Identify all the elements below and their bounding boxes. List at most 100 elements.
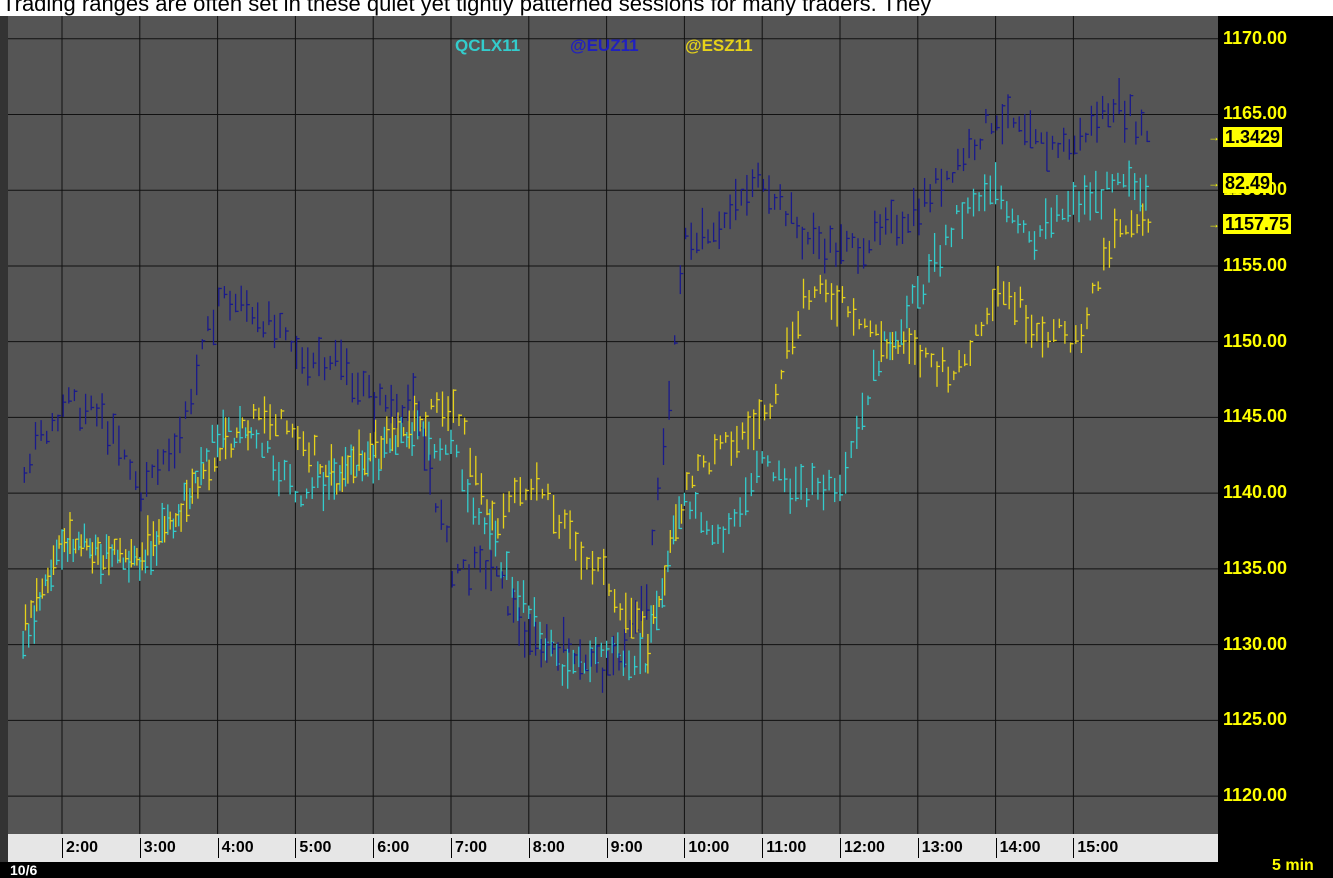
ohlc-bar [580,541,585,580]
x-axis-panel [8,834,1218,862]
ohlc-bar [879,214,884,246]
ohlc-bar [757,162,762,188]
ohlc-bar [107,421,111,455]
y-tick-label: 1125.00 [1223,709,1288,730]
ohlc-bar [1079,117,1084,151]
ohlc-bar [467,479,471,513]
ohlc-bar [1083,175,1088,215]
ohlc-bar [1075,325,1079,344]
ohlc-bar [479,545,484,573]
ohlc-bar [561,664,566,686]
ohlc-bar [374,419,379,458]
ohlc-bar [230,443,235,458]
ohlc-bar [567,648,571,689]
ohlc-bar [939,245,944,277]
ohlc-bar [419,416,424,432]
ohlc-bar [530,478,535,501]
ohlc-bar [725,431,729,443]
top-banner: Trading ranges are often set in these qu… [0,0,1333,16]
ohlc-bar [118,425,122,466]
ohlc-bar [906,295,910,329]
ohlc-bar [591,550,596,585]
ohlc-bar [239,405,243,444]
ohlc-bar [468,564,472,596]
ohlc-bar [844,451,849,494]
x-tick-label: 11:00 [762,838,806,858]
ohlc-bar [861,392,866,430]
ohlc-bar [397,412,401,448]
ohlc-bar [1022,220,1027,233]
ohlc-bar [62,394,67,418]
ohlc-bar [525,488,529,501]
ohlc-bar [628,650,632,681]
ohlc-bar [234,293,239,313]
ohlc-bar [322,472,327,512]
ohlc-bar [514,477,518,504]
ohlc-bar [918,198,922,236]
ohlc-bar [1019,286,1024,308]
y-tick-label: 1155.00 [1223,254,1288,275]
ohlc-bar [1007,94,1011,129]
ohlc-bar [23,466,28,483]
ohlc-bar [694,492,699,519]
ohlc-bar [773,193,778,210]
ohlc-bar [30,600,35,618]
x-tick-label: 12:00 [840,838,885,858]
ohlc-bar [1147,218,1152,233]
ohlc-bar [605,640,610,658]
ohlc-bar [462,559,467,570]
ohlc-bar [496,566,500,577]
ohlc-bar [1119,219,1124,238]
ohlc-bar [935,168,939,184]
ohlc-bar [357,372,361,405]
ohlc-bar [945,224,949,246]
ohlc-bar [990,123,995,135]
ohlc-bar [789,478,794,514]
ohlc-bar [291,423,296,438]
ohlc-bar [136,547,140,566]
ohlc-bar [163,516,168,543]
ohlc-bar [1001,104,1006,145]
ohlc-bar [1014,291,1018,326]
legend-item: @EUZ11 [570,36,639,55]
ohlc-bar [600,642,605,658]
ohlc-bar [261,442,266,458]
ohlc-bar [696,232,700,254]
ohlc-bar [825,279,829,303]
ohlc-bar [1112,98,1117,123]
ohlc-bar [808,290,813,310]
ohlc-bar [697,454,701,471]
ohlc-bar [719,435,724,450]
ohlc-bar [157,449,161,485]
ohlc-bar [1136,214,1141,234]
ohlc-bar [852,298,857,336]
ohlc-bar [1080,323,1085,354]
y-axis-panel [1218,16,1333,862]
ohlc-bar [439,438,444,461]
ohlc-bar [1002,281,1007,306]
ohlc-bar [125,549,129,563]
ohlc-bar [972,188,977,217]
ohlc-bar [814,286,818,298]
ohlc-bar [778,460,782,481]
ohlc-bar [400,416,405,444]
ohlc-bar [540,638,545,668]
ohlc-bar [346,348,350,386]
ohlc-bar [486,499,490,516]
ohlc-bar [129,459,134,480]
ohlc-bar [947,366,952,393]
ohlc-bar [992,288,996,322]
y-tick-label: 1130.00 [1223,633,1288,654]
ohlc-bar [1111,174,1116,193]
ohlc-bar [169,511,174,530]
ohlc-bar [1040,132,1045,144]
ohlc-bar [1086,307,1090,330]
ohlc-bar [675,504,679,542]
ohlc-bar [311,477,316,499]
ohlc-bar [224,417,229,460]
ohlc-bar [1050,207,1055,238]
ohlc-bar [490,550,495,592]
ohlc-bar [223,286,228,299]
ohlc-bar [1078,191,1082,223]
legend-item: QCLX11 [455,36,521,55]
